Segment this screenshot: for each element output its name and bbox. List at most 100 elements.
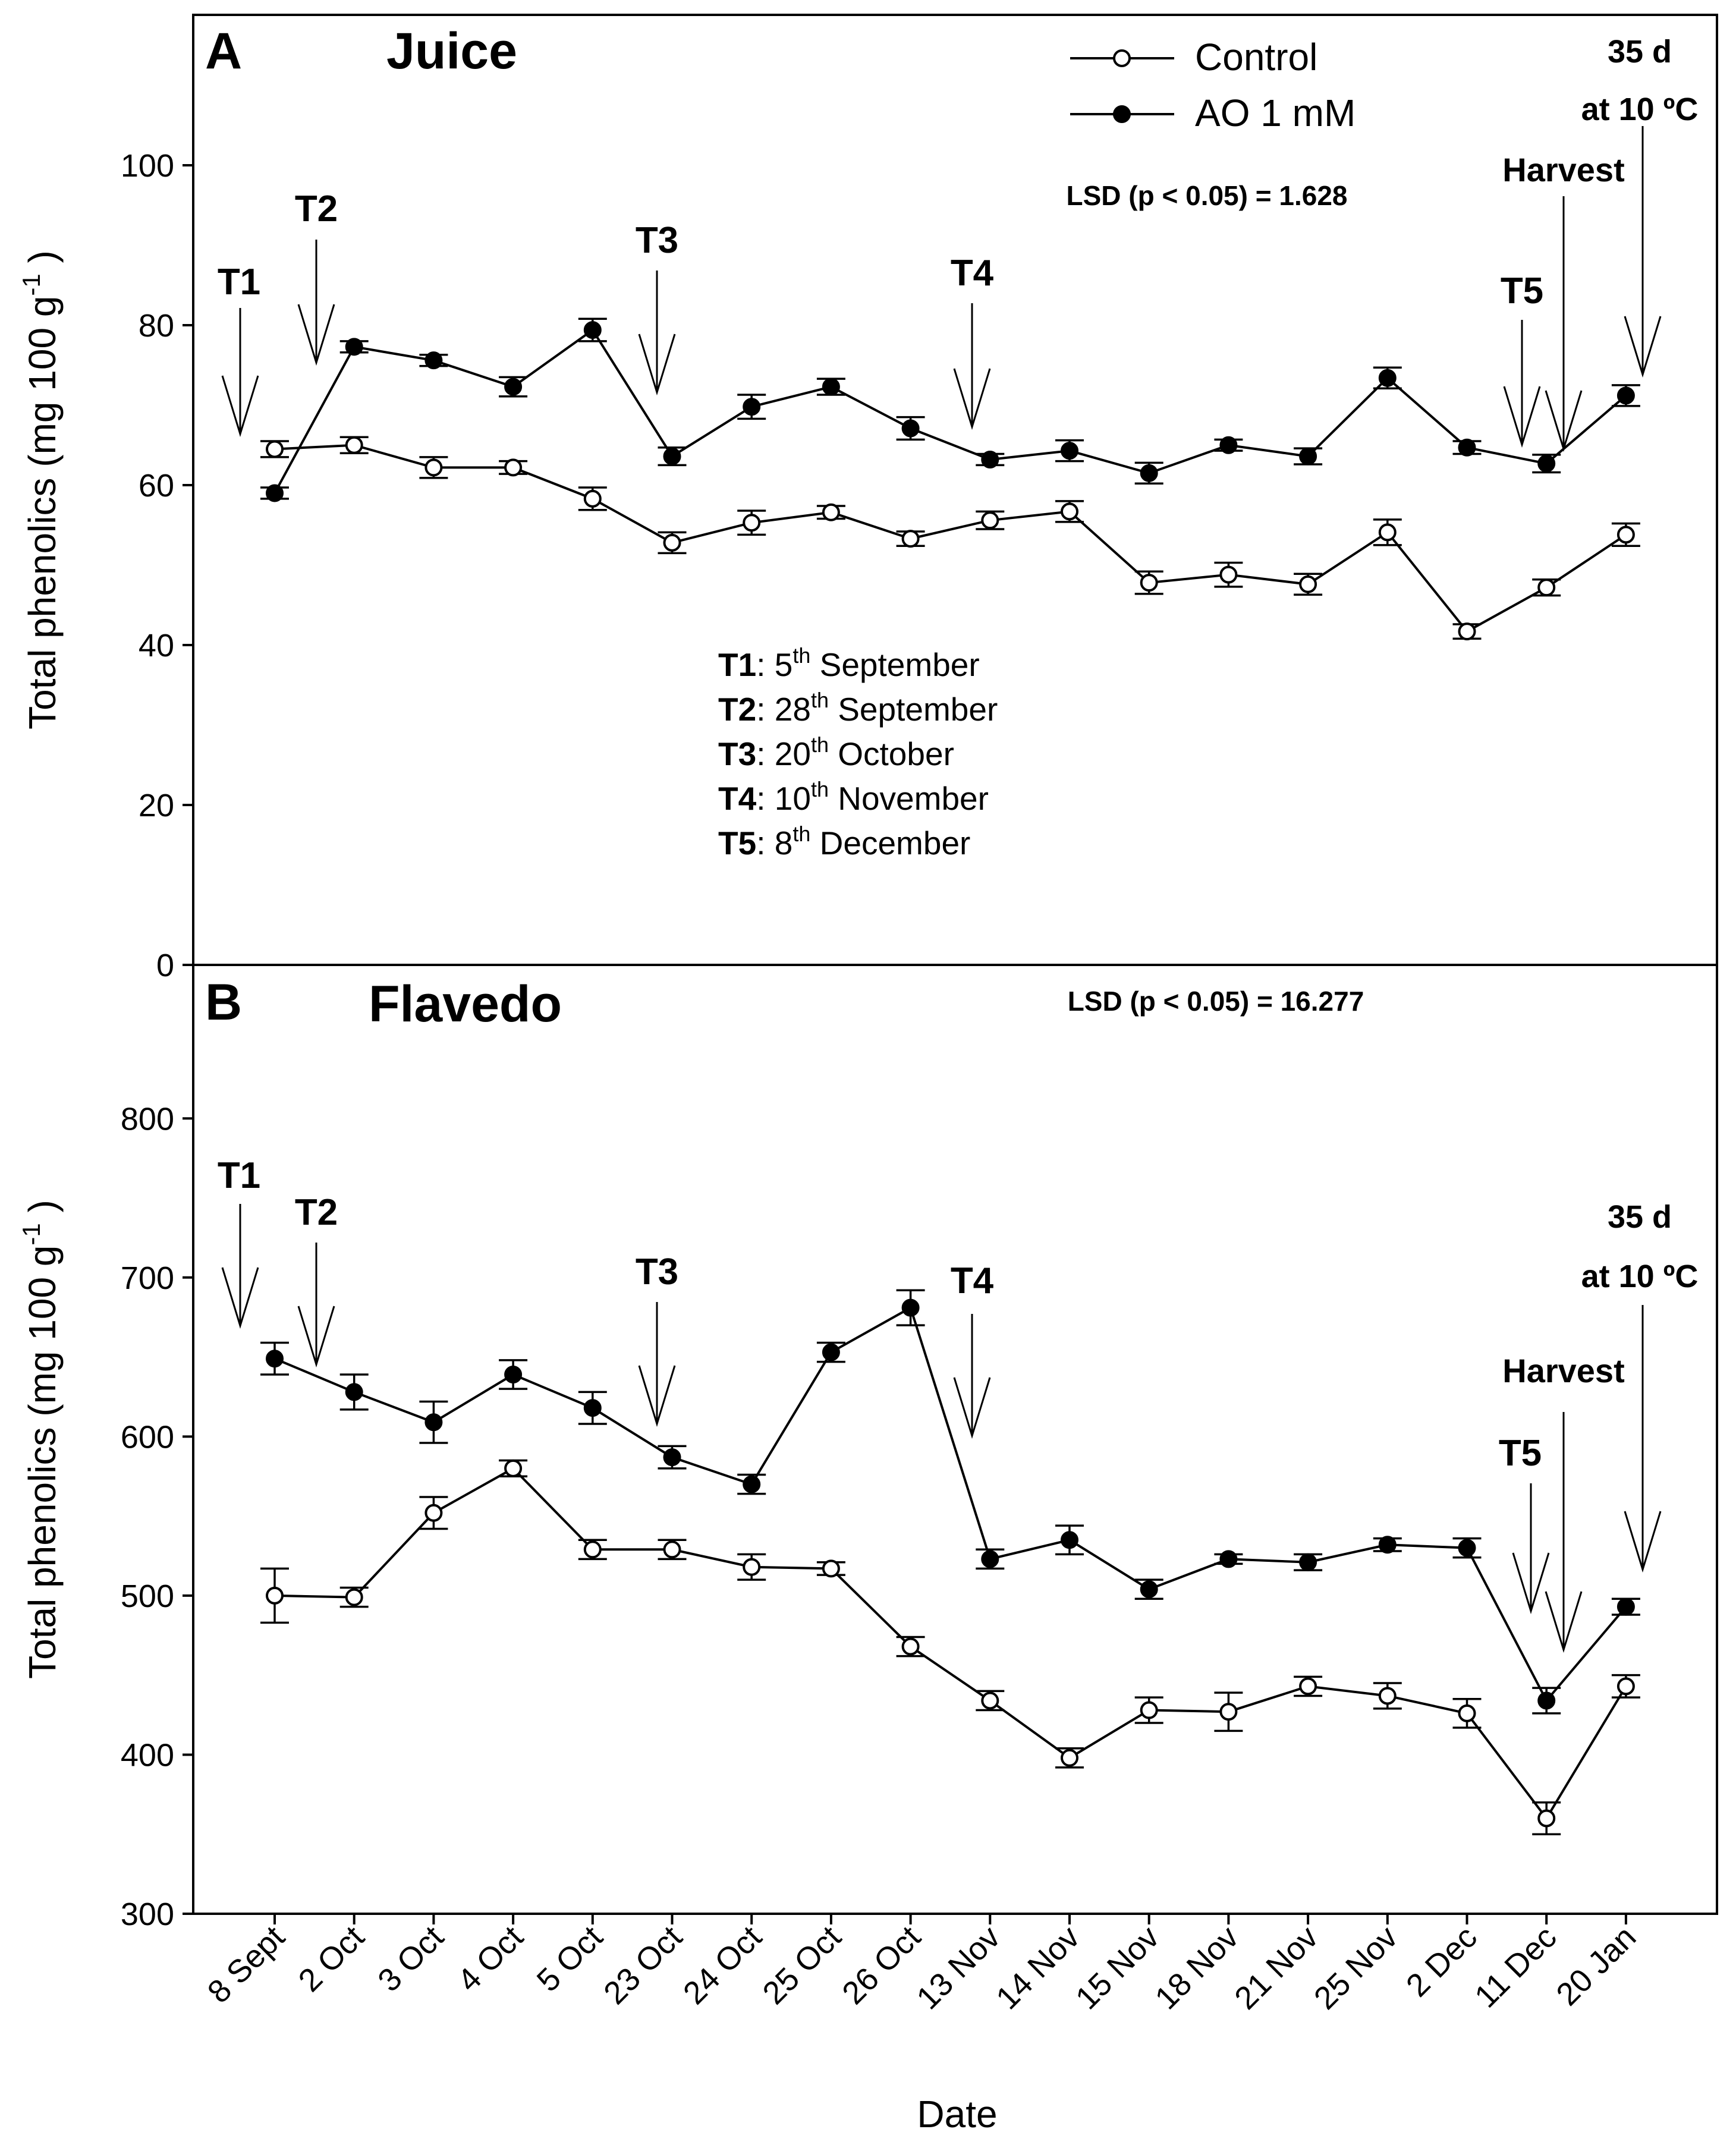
panel-b-label-at10c: at 10 ºC: [1581, 1259, 1699, 1294]
y-tick-label-a: 0: [156, 948, 174, 983]
data-point: [504, 378, 523, 396]
data-point: [1537, 1691, 1556, 1710]
data-point: [1458, 1539, 1476, 1557]
data-series: [260, 317, 1640, 1835]
arrow-b-harvest: [1545, 1412, 1583, 1653]
data-point: [1299, 1553, 1317, 1571]
arrow-b-t1: [221, 1204, 259, 1329]
data-point: [1378, 523, 1397, 542]
x-tick-label: 11 Dec: [1468, 1919, 1564, 2015]
x-tick-label: 4 Oct: [451, 1919, 530, 1999]
panel-a-title: Juice: [386, 23, 517, 80]
data-point: [1061, 1531, 1078, 1549]
panel-a-frame: [192, 14, 1718, 966]
data-point: [822, 1559, 840, 1578]
arrow-a-t2: [297, 240, 335, 366]
data-point: [1061, 442, 1078, 460]
data-point: [504, 1459, 523, 1477]
panel-b-label-t5: T5: [1499, 1433, 1542, 1474]
series-line: [273, 328, 1627, 494]
panel-a-label-at10c: at 10 ºC: [1581, 92, 1699, 127]
data-point: [1617, 1677, 1635, 1696]
data-point: [424, 458, 443, 477]
series-line: [274, 444, 1627, 633]
y-tick-label-b: 400: [121, 1737, 174, 1773]
data-point: [424, 351, 443, 370]
data-point: [1617, 1597, 1635, 1616]
arrow-a-20jan: [1624, 126, 1662, 378]
arrow-b-t2: [297, 1243, 335, 1368]
y-tick-label-a: 60: [139, 468, 174, 504]
legend-control-marker: [1113, 49, 1131, 67]
y-tick-label-b: 300: [121, 1897, 174, 1932]
series-a-ao-1mm: [260, 317, 1640, 502]
treatment-row-t2: T2: 28th September: [718, 688, 998, 728]
panel-a-label-t1: T1: [218, 262, 260, 303]
panel-a-label-t5: T5: [1501, 271, 1543, 312]
treatment-row-t3: T3: 20th October: [718, 732, 954, 772]
panel-a-letter: A: [205, 23, 242, 80]
panel-b-label-harvest: Harvest: [1502, 1352, 1624, 1389]
data-point: [424, 1413, 443, 1432]
x-tick-label: 14 Nov: [989, 1919, 1086, 2016]
data-point: [981, 1550, 999, 1568]
y-tick-label-a: 80: [139, 308, 174, 344]
data-point: [743, 514, 761, 532]
data-point: [583, 489, 602, 508]
data-point: [663, 1448, 681, 1467]
x-tick-label: 21 Nov: [1228, 1919, 1325, 2016]
data-point: [266, 440, 284, 458]
data-point: [1537, 1809, 1556, 1828]
arrow-b-t3: [638, 1302, 676, 1427]
data-point: [1458, 622, 1476, 641]
data-point: [266, 1586, 284, 1605]
x-tick-label: 25 Nov: [1307, 1919, 1404, 2016]
data-point: [266, 1350, 284, 1368]
data-point: [345, 1588, 363, 1606]
y-tick-label-b: 600: [121, 1419, 174, 1455]
treatment-row-t1: T1: 5th September: [718, 643, 980, 683]
data-point: [345, 338, 363, 356]
panel-b-label-t1: T1: [218, 1155, 260, 1196]
data-point: [901, 419, 920, 438]
x-tick-label: 18 Nov: [1148, 1919, 1245, 2016]
arrow-a-t5: [1503, 320, 1541, 448]
panel-a-lsd: LSD (p < 0.05) = 1.628: [1066, 180, 1347, 211]
data-point: [1061, 502, 1078, 521]
data-point: [1378, 1536, 1397, 1554]
data-point: [1140, 1701, 1158, 1719]
panel-b-label-t4: T4: [951, 1260, 994, 1301]
panel-b-letter: B: [205, 974, 242, 1031]
data-point: [663, 1540, 681, 1559]
data-point: [583, 1540, 602, 1559]
legend-ao-label: AO 1 mM: [1195, 92, 1356, 134]
treatment-row-t4: T4: 10th November: [718, 777, 989, 817]
data-point: [1299, 447, 1317, 466]
series-b-control: [260, 1459, 1640, 1835]
data-point: [743, 398, 761, 416]
panel-a-ylabel: Total phenolics (mg 100 g-1 ): [17, 250, 64, 729]
arrow-b-20jan: [1624, 1305, 1662, 1573]
data-point: [424, 1504, 443, 1522]
data-point: [1140, 574, 1158, 592]
x-tick-label: 26 Oct: [835, 1919, 927, 2011]
panel-a-label-35d: 35 d: [1608, 34, 1672, 70]
arrow-b-t4: [953, 1314, 991, 1439]
arrow-a-harvest: [1545, 196, 1583, 452]
y-tick-label-a: 40: [139, 628, 174, 663]
x-tick-label: 3 Oct: [371, 1919, 451, 1999]
data-point: [1140, 464, 1158, 482]
data-point: [583, 321, 602, 339]
data-point: [1537, 454, 1556, 473]
y-tick-label-b: 500: [121, 1578, 174, 1614]
panel-a-label-t4: T4: [951, 253, 994, 294]
data-point: [504, 1366, 523, 1384]
data-point: [504, 458, 523, 477]
series-b-ao-1mm: [260, 1289, 1640, 1715]
data-point: [1617, 386, 1635, 405]
data-point: [1299, 1677, 1317, 1696]
data-point: [1378, 1687, 1397, 1705]
y-tick-label-a: 20: [139, 788, 174, 823]
